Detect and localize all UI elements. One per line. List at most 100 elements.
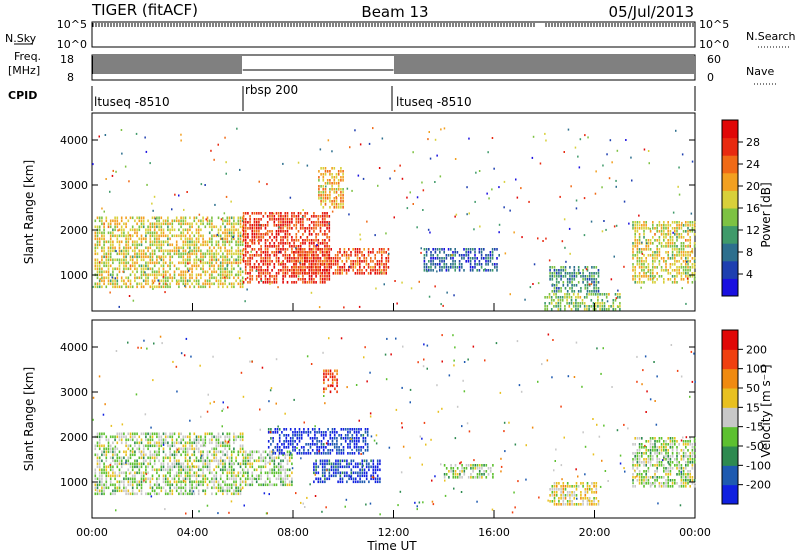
- data-cell: [200, 435, 202, 439]
- data-cell: [680, 224, 683, 227]
- data-cell: [623, 200, 626, 203]
- data-cell: [324, 245, 326, 248]
- data-cell: [224, 465, 226, 469]
- data-cell: [288, 218, 291, 221]
- data-cell: [322, 452, 325, 455]
- data-cell: [189, 435, 191, 439]
- data-cell: [153, 252, 156, 256]
- data-cell: [169, 285, 171, 289]
- data-cell: [331, 428, 334, 431]
- data-cell: [189, 237, 191, 241]
- data-cell: [374, 266, 376, 269]
- data-cell: [678, 260, 680, 263]
- data-cell: [120, 489, 123, 493]
- data-cell: [112, 270, 114, 274]
- data-cell: [277, 269, 280, 272]
- data-cell: [224, 480, 226, 484]
- data-cell: [233, 285, 235, 289]
- data-cell: [158, 459, 160, 463]
- data-cell: [665, 227, 667, 230]
- data-cell: [107, 465, 110, 469]
- data-cell: [367, 248, 370, 251]
- data-cell: [562, 266, 565, 269]
- data-cell: [191, 480, 193, 484]
- data-cell: [109, 444, 112, 448]
- data-cell: [101, 270, 103, 274]
- data-cell: [336, 443, 338, 446]
- data-cell: [149, 432, 152, 436]
- data-cell: [169, 474, 171, 478]
- data-cell: [217, 258, 220, 262]
- data-cell: [101, 207, 103, 210]
- data-cell: [365, 263, 368, 266]
- data-cell: [271, 450, 273, 454]
- data-cell: [323, 266, 326, 269]
- data-cell: [333, 434, 336, 437]
- data-cell: [689, 251, 691, 254]
- data-cell: [138, 249, 141, 253]
- data-cell: [131, 258, 134, 262]
- data-cell: [595, 284, 598, 287]
- data-cell: [202, 282, 204, 286]
- data-cell: [593, 278, 595, 281]
- data-cell: [288, 233, 291, 236]
- data-cell: [693, 266, 696, 269]
- cpid-label: CPID: [8, 89, 37, 102]
- data-cell: [213, 246, 215, 250]
- data-cell: [322, 194, 325, 197]
- data-cell: [284, 215, 287, 218]
- data-cell: [472, 269, 474, 272]
- data-cell: [127, 231, 130, 235]
- data-cell: [334, 257, 337, 260]
- data-cell: [178, 255, 180, 259]
- data-cell: [356, 260, 359, 263]
- data-cell: [581, 299, 584, 302]
- data-cell: [599, 308, 601, 311]
- data-cell: [233, 222, 235, 226]
- data-cell: [680, 272, 683, 275]
- freq-marks: [92, 56, 694, 74]
- data-cell: [425, 251, 428, 254]
- data-cell: [197, 234, 200, 238]
- data-cell: [634, 242, 636, 245]
- data-cell: [182, 261, 185, 265]
- data-cell: [138, 228, 141, 232]
- data-cell: [189, 261, 191, 265]
- data-cell: [306, 236, 309, 239]
- data-cell: [691, 281, 694, 284]
- data-cell: [184, 240, 187, 244]
- data-cell: [204, 184, 206, 186]
- data-cell: [235, 489, 237, 493]
- data-cell: [217, 435, 220, 439]
- data-cell: [611, 161, 613, 164]
- data-cell: [224, 279, 226, 283]
- data-cell: [264, 471, 267, 475]
- data-cell: [313, 239, 315, 242]
- data-cell: [349, 440, 351, 443]
- data-cell: [169, 480, 171, 484]
- data-cell: [233, 219, 235, 223]
- data-cell: [387, 254, 390, 257]
- data-cell: [189, 465, 191, 469]
- data-cell: [193, 453, 196, 457]
- data-cell: [374, 269, 376, 272]
- data-cell: [217, 240, 220, 244]
- data-cell: [669, 230, 672, 233]
- data-cell: [145, 252, 147, 256]
- data-cell: [579, 305, 582, 308]
- data-cell: [224, 225, 226, 229]
- data-cell: [315, 221, 317, 224]
- data-cell: [293, 245, 295, 248]
- data-cell: [296, 434, 299, 437]
- data-cell: [339, 272, 341, 275]
- data-cell: [241, 438, 244, 442]
- data-cell: [230, 471, 233, 475]
- data-cell: [224, 136, 226, 139]
- data-cell: [266, 477, 269, 481]
- data-cell: [147, 432, 149, 436]
- data-cell: [269, 456, 271, 460]
- data-cell: [634, 221, 636, 224]
- data-cell: [226, 216, 229, 220]
- data-cell: [656, 227, 658, 230]
- data-cell: [94, 483, 97, 487]
